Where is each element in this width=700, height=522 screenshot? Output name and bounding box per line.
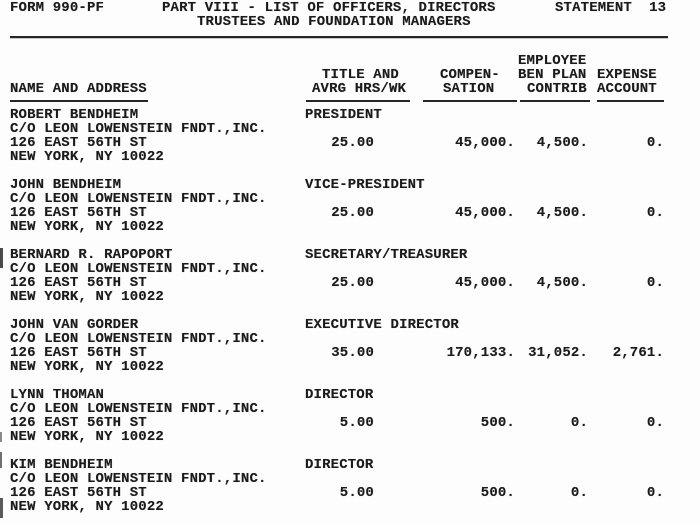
col-title-header-line2: AVRG HRS/WK <box>312 81 407 97</box>
officer-row: BERNARD R. RAPOPORT C/O LEON LOWENSTEIN … <box>0 248 700 318</box>
col-benplan-header-line2: CONTRIB <box>527 81 587 97</box>
officer-compensation: 45,000. <box>455 205 515 221</box>
scan-artifact <box>0 452 2 468</box>
form-label: FORM 990-PF <box>10 0 105 16</box>
col-title-header-line1: TITLE AND <box>322 67 399 83</box>
officer-address-line1: C/O LEON LOWENSTEIN FNDT.,INC. <box>10 191 267 207</box>
officer-benplan: 4,500. <box>536 275 588 291</box>
officer-title: SECRETARY/TREASURER <box>305 247 468 263</box>
col-name-header: NAME AND ADDRESS <box>10 81 147 97</box>
benplan-column-underline <box>520 100 590 102</box>
officer-address-line1: C/O LEON LOWENSTEIN FNDT.,INC. <box>10 121 267 137</box>
officer-address-line2: 126 EAST 56TH ST <box>10 415 147 431</box>
officer-compensation: 45,000. <box>455 135 515 151</box>
officer-row: KIM BENDHEIM C/O LEON LOWENSTEIN FNDT.,I… <box>0 458 700 522</box>
officer-expense: 0. <box>646 205 664 221</box>
officer-expense: 0. <box>646 415 664 431</box>
officer-address-line3: NEW YORK, NY 10022 <box>10 429 164 445</box>
officer-expense: 2,761. <box>612 345 664 361</box>
name-column-underline <box>10 100 148 102</box>
title-column-underline <box>306 100 410 102</box>
comp-column-underline <box>423 100 517 102</box>
officer-title: DIRECTOR <box>305 387 374 403</box>
col-benplan-header-line1: BEN PLAN <box>518 67 587 83</box>
officer-address-line3: NEW YORK, NY 10022 <box>10 289 164 305</box>
officer-compensation: 500. <box>480 485 515 501</box>
col-expense-header-line1: EXPENSE <box>597 67 657 83</box>
officer-address-line1: C/O LEON LOWENSTEIN FNDT.,INC. <box>10 261 267 277</box>
officer-benplan: 0. <box>570 485 588 501</box>
officer-title: PRESIDENT <box>305 107 382 123</box>
officer-address-line3: NEW YORK, NY 10022 <box>10 219 164 235</box>
officer-address-line2: 126 EAST 56TH ST <box>10 275 147 291</box>
officer-address-line3: NEW YORK, NY 10022 <box>10 499 164 515</box>
part-title-line2: TRUSTEES AND FOUNDATION MANAGERS <box>197 14 471 30</box>
officer-benplan: 31,052. <box>528 345 588 361</box>
officer-address-line1: C/O LEON LOWENSTEIN FNDT.,INC. <box>10 331 267 347</box>
officer-hours: 35.00 <box>331 345 374 361</box>
officer-hours: 25.00 <box>331 135 374 151</box>
statement-number: STATEMENT 13 <box>555 0 667 16</box>
officer-benplan: 4,500. <box>536 135 588 151</box>
expense-column-underline <box>597 100 664 102</box>
officer-row: JOHN BENDHEIM C/O LEON LOWENSTEIN FNDT.,… <box>0 178 700 248</box>
officer-hours: 25.00 <box>331 275 374 291</box>
officer-address-line1: C/O LEON LOWENSTEIN FNDT.,INC. <box>10 471 267 487</box>
officer-name: KIM BENDHEIM <box>10 457 113 473</box>
officer-address-line2: 126 EAST 56TH ST <box>10 205 147 221</box>
col-expense-header-line2: ACCOUNT <box>597 81 657 97</box>
officer-address-line3: NEW YORK, NY 10022 <box>10 359 164 375</box>
scan-artifact <box>0 432 2 442</box>
officer-name: BERNARD R. RAPOPORT <box>10 247 173 263</box>
officer-row: JOHN VAN GORDER C/O LEON LOWENSTEIN FNDT… <box>0 318 700 388</box>
officer-expense: 0. <box>646 135 664 151</box>
part-title-line1: PART VIII - LIST OF OFFICERS, DIRECTORS <box>162 0 496 16</box>
officer-name: JOHN VAN GORDER <box>10 317 139 333</box>
officer-row: ROBERT BENDHEIM C/O LEON LOWENSTEIN FNDT… <box>0 108 700 178</box>
officer-benplan: 0. <box>570 415 588 431</box>
officer-name: JOHN BENDHEIM <box>10 177 122 193</box>
officer-expense: 0. <box>646 275 664 291</box>
officer-compensation: 45,000. <box>455 275 515 291</box>
scan-artifact <box>0 498 3 518</box>
officer-title: EXECUTIVE DIRECTOR <box>305 317 459 333</box>
officer-expense: 0. <box>646 485 664 501</box>
col-comp-header-line1: COMPEN- <box>440 67 500 83</box>
officer-address-line3: NEW YORK, NY 10022 <box>10 149 164 165</box>
officer-benplan: 4,500. <box>536 205 588 221</box>
officer-address-line1: C/O LEON LOWENSTEIN FNDT.,INC. <box>10 401 267 417</box>
officer-title: DIRECTOR <box>305 457 374 473</box>
officer-title: VICE-PRESIDENT <box>305 177 425 193</box>
officer-row: LYNN THOMAN C/O LEON LOWENSTEIN FNDT.,IN… <box>0 388 700 458</box>
officer-compensation: 170,133. <box>446 345 515 361</box>
officer-compensation: 500. <box>480 415 515 431</box>
col-benplan-header-line0: EMPLOYEE <box>518 53 587 69</box>
header-divider-rule <box>10 36 668 38</box>
officer-address-line2: 126 EAST 56TH ST <box>10 345 147 361</box>
col-comp-header-line2: SATION <box>443 81 495 97</box>
officer-name: LYNN THOMAN <box>10 387 105 403</box>
officer-hours: 5.00 <box>339 415 374 431</box>
officer-address-line2: 126 EAST 56TH ST <box>10 135 147 151</box>
officer-hours: 25.00 <box>331 205 374 221</box>
officer-name: ROBERT BENDHEIM <box>10 107 139 123</box>
officer-hours: 5.00 <box>339 485 374 501</box>
scan-artifact <box>0 248 3 268</box>
officer-address-line2: 126 EAST 56TH ST <box>10 485 147 501</box>
